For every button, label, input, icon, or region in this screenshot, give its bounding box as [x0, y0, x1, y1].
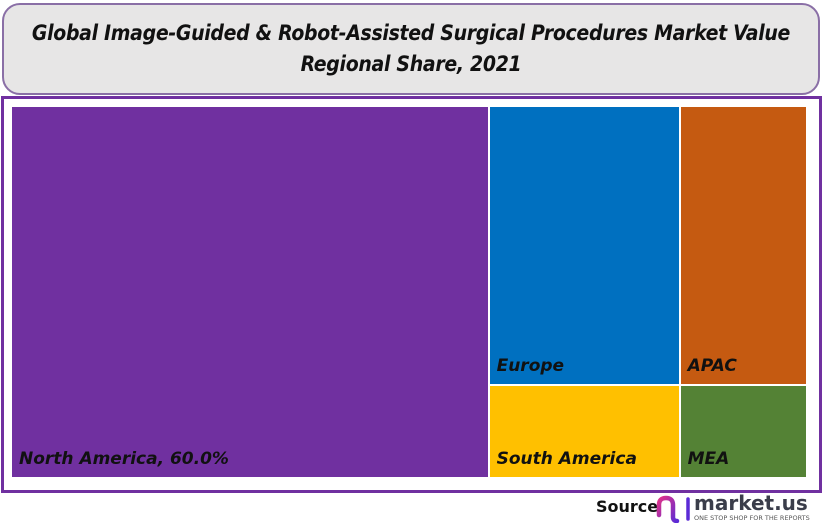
treemap-tile-europe: Europe: [489, 107, 679, 384]
logo-text: market.us: [694, 491, 808, 515]
chart-title-line2: Regional Share, 2021: [300, 52, 522, 76]
tile-label: MEA: [687, 449, 730, 469]
treemap-tile-north-america: North America, 60.0%: [12, 107, 488, 477]
chart-title-line1: Global Image-Guided & Robot-Assisted Sur…: [31, 21, 791, 45]
logo-tagline: ONE STOP SHOP FOR THE REPORTS: [694, 514, 810, 522]
treemap-tile-apac: APAC: [680, 107, 806, 384]
treemap-tile-mea: MEA: [680, 386, 806, 477]
treemap-tile-south-america: South America: [489, 386, 679, 477]
market-us-logo: market.us ONE STOP SHOP FOR THE REPORTS: [656, 493, 810, 523]
tile-label: APAC: [687, 356, 737, 376]
chart-title-box: Global Image-Guided & Robot-Assisted Sur…: [2, 3, 820, 95]
source-label: Source: [596, 497, 659, 516]
treemap-plot: North America, 60.0% Europe South America A…: [12, 107, 808, 479]
tile-label: Europe: [496, 356, 565, 376]
tile-label: South America: [496, 449, 637, 469]
tile-label: North America, 60.0%: [19, 449, 229, 469]
market-us-logo-icon: [656, 495, 690, 523]
